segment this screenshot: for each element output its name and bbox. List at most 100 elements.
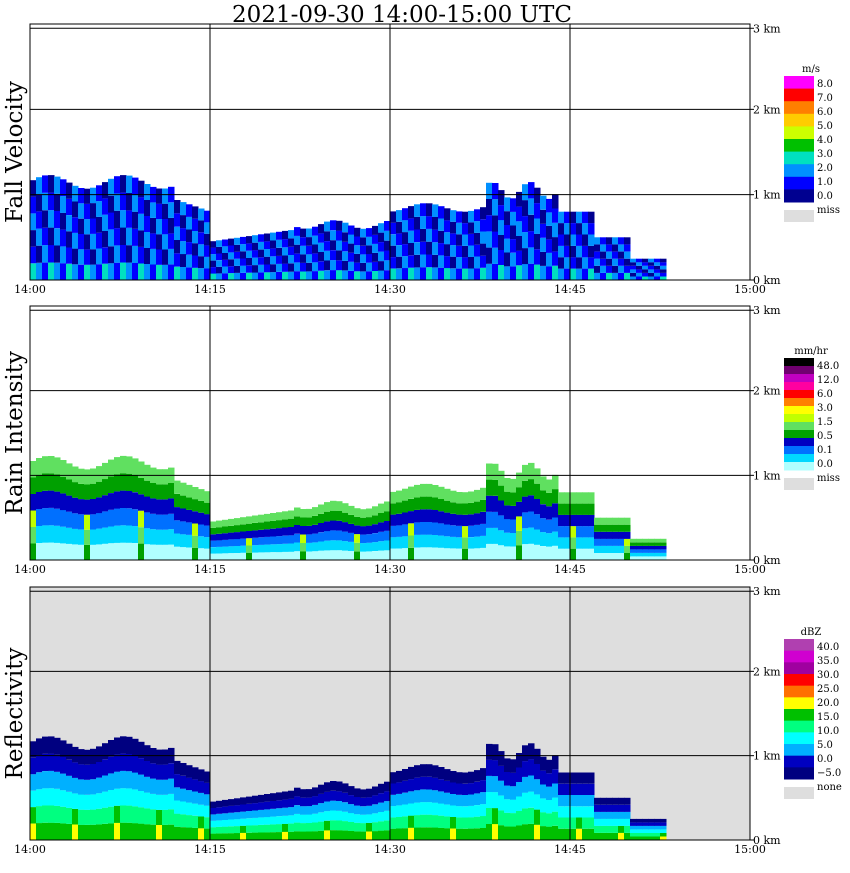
field-cell xyxy=(552,265,559,280)
field-cell xyxy=(228,252,235,260)
field-cell xyxy=(450,805,457,817)
field-cell xyxy=(522,512,529,529)
field-cell xyxy=(462,817,469,829)
field-cell xyxy=(276,544,283,553)
field-cell xyxy=(420,203,427,217)
field-cell xyxy=(180,228,187,242)
legend-swatch xyxy=(784,374,814,383)
field-cell xyxy=(600,552,607,560)
field-cell xyxy=(264,233,271,242)
field-cell xyxy=(36,458,43,475)
field-cell xyxy=(318,252,325,262)
field-cell xyxy=(144,745,151,761)
field-cell xyxy=(630,556,637,560)
field-cell xyxy=(606,538,613,546)
field-cell xyxy=(96,264,103,280)
field-cell xyxy=(570,503,577,515)
field-cell xyxy=(558,268,565,280)
field-cell xyxy=(204,233,211,246)
field-cell xyxy=(450,233,457,246)
field-cell xyxy=(618,552,625,560)
field-cell xyxy=(606,833,613,840)
field-cell xyxy=(510,239,517,253)
field-cell xyxy=(564,806,571,818)
field-cell xyxy=(342,241,349,252)
field-cell xyxy=(558,806,565,818)
field-cell xyxy=(318,784,325,794)
field-cell xyxy=(372,831,379,840)
field-cell xyxy=(210,553,217,560)
field-cell xyxy=(222,553,229,560)
field-cell xyxy=(540,546,547,560)
field-cell xyxy=(528,198,535,215)
field-cell xyxy=(300,254,307,263)
field-cell xyxy=(258,809,265,818)
field-cell xyxy=(258,552,265,560)
field-cell xyxy=(522,776,529,793)
field-cell xyxy=(240,818,247,826)
field-cell xyxy=(606,524,613,532)
field-cell xyxy=(456,794,463,807)
field-cell xyxy=(636,258,643,263)
field-cell xyxy=(390,245,397,258)
field-cell xyxy=(102,495,109,512)
field-cell xyxy=(48,805,55,823)
y-tick-label: 2 km xyxy=(753,103,781,116)
field-cell xyxy=(354,814,361,823)
field-cell xyxy=(204,514,211,526)
field-cell xyxy=(612,545,619,553)
field-cell xyxy=(648,556,655,560)
field-cell xyxy=(510,211,517,226)
field-cell xyxy=(144,512,151,529)
field-cell xyxy=(390,491,397,504)
x-tick-label: 14:00 xyxy=(14,283,46,296)
field-cell xyxy=(36,194,43,212)
field-cell xyxy=(348,252,355,262)
field-cell xyxy=(468,771,475,784)
field-cell xyxy=(552,811,559,826)
field-cell xyxy=(444,268,451,280)
field-cell xyxy=(222,533,229,540)
field-cell xyxy=(630,822,637,826)
field-cell xyxy=(330,540,337,551)
field-cell xyxy=(210,247,217,255)
field-cell xyxy=(294,262,301,272)
field-cell xyxy=(396,828,403,840)
field-cell xyxy=(252,795,259,804)
field-cell xyxy=(582,828,589,840)
legend-swatch xyxy=(784,189,814,203)
field-cell xyxy=(348,532,355,542)
field-cell xyxy=(264,241,271,249)
field-cell xyxy=(96,777,103,794)
field-cell xyxy=(120,227,127,245)
field-cell xyxy=(384,791,391,802)
field-cell xyxy=(510,799,517,814)
field-cell xyxy=(72,185,79,202)
field-cell xyxy=(426,802,433,815)
field-cell xyxy=(384,221,391,231)
field-cell xyxy=(132,823,139,840)
field-cell xyxy=(336,540,343,551)
field-cell xyxy=(324,241,331,251)
field-cell xyxy=(180,788,187,802)
field-cell xyxy=(558,548,565,560)
field-cell xyxy=(636,556,643,560)
field-cell xyxy=(648,822,655,826)
field-cell xyxy=(30,263,37,280)
field-cell xyxy=(396,525,403,537)
field-cell xyxy=(294,551,301,560)
field-cell xyxy=(516,796,523,811)
field-cell xyxy=(654,552,661,557)
field-cell xyxy=(246,272,253,280)
field-cell xyxy=(444,488,451,501)
field-cell xyxy=(468,257,475,269)
field-cell xyxy=(426,483,433,497)
field-cell xyxy=(582,234,589,246)
field-cell xyxy=(642,822,649,826)
field-cell xyxy=(246,545,253,553)
field-cell xyxy=(336,820,343,831)
field-cell xyxy=(516,265,523,280)
field-cell xyxy=(84,779,91,795)
legend-unit: mm/hr xyxy=(794,346,828,357)
x-tick-label: 14:30 xyxy=(374,283,406,296)
